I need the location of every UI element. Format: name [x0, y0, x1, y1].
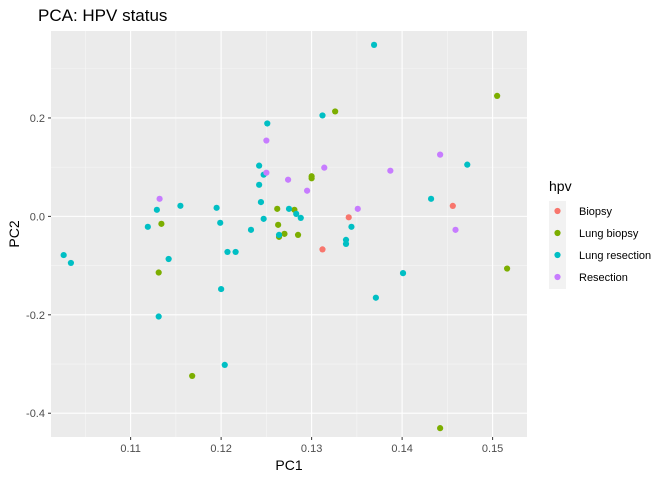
point-lung-biopsy [275, 221, 282, 228]
legend-title: hpv [549, 178, 572, 194]
point-lung-biopsy [155, 269, 162, 276]
point-lung-resection [232, 248, 239, 256]
legend-label-biopsy: Biopsy [579, 206, 613, 218]
point-lung-resection [342, 240, 350, 248]
point-lung-resection [221, 361, 228, 369]
legend-key-resection [554, 273, 561, 281]
point-lung-resection [370, 41, 378, 48]
point-lung-resection [177, 202, 184, 209]
point-lung-resection [153, 206, 160, 213]
point-resection [303, 187, 311, 194]
y-tick-label: 0.0 [30, 211, 45, 223]
legend-label-resection: Resection [579, 272, 628, 284]
point-lung-resection [285, 205, 293, 212]
point-lung-resection [144, 223, 151, 230]
point-resection [387, 167, 394, 174]
y-axis-ticks: -0.4 -0.2 0.0 0.2 [26, 113, 51, 420]
legend-key-lung-resection [554, 251, 561, 259]
point-resection [284, 176, 292, 183]
point-biopsy [345, 214, 352, 221]
legend-items: Biopsy Lung biopsy Lung resection Resection [554, 206, 651, 284]
x-tick-label: 0.15 [482, 443, 503, 455]
point-lung-resection [427, 195, 435, 202]
point-lung-resection [260, 215, 267, 222]
point-lung-biopsy [308, 175, 315, 182]
x-axis-title: PC1 [275, 457, 302, 473]
point-lung-resection [297, 214, 304, 222]
x-axis-ticks: 0.11 0.12 0.13 0.14 0.15 [120, 437, 503, 455]
legend-key-background [549, 201, 566, 289]
point-lung-biopsy [294, 231, 302, 238]
y-tick-label: 0.2 [30, 113, 45, 125]
point-resection [354, 205, 361, 212]
point-lung-resection [399, 270, 407, 277]
y-axis-title: PC2 [6, 220, 22, 247]
x-tick-label: 0.13 [301, 443, 322, 455]
point-lung-resection [348, 223, 355, 230]
point-lung-biopsy [503, 265, 511, 272]
point-biopsy [319, 246, 326, 253]
point-resection [156, 195, 163, 202]
point-lung-resection [275, 231, 283, 238]
point-lung-resection [464, 161, 471, 168]
point-lung-resection [213, 204, 220, 211]
x-tick-label: 0.11 [120, 443, 141, 455]
point-lung-biopsy [274, 205, 281, 212]
legend-label-lung-biopsy: Lung biopsy [579, 228, 639, 240]
point-lung-resection [256, 162, 263, 169]
point-lung-biopsy [332, 108, 339, 115]
point-lung-resection [165, 255, 172, 263]
x-tick-label: 0.12 [210, 443, 231, 455]
point-resection [263, 137, 270, 144]
point-biopsy [449, 202, 456, 209]
point-resection [452, 226, 459, 233]
point-lung-resection [256, 181, 263, 188]
y-tick-label: -0.4 [26, 408, 45, 420]
legend-label-lung-resection: Lung resection [579, 250, 651, 262]
point-lung-resection [257, 199, 265, 206]
legend: hpv Biopsy Lung biopsy Lung resection Resec… [549, 178, 651, 289]
plot-panel [51, 31, 527, 437]
point-lung-biopsy [189, 372, 196, 380]
point-resection [321, 164, 328, 171]
point-lung-biopsy [158, 220, 165, 227]
y-tick-label: -0.2 [26, 310, 45, 322]
point-lung-resection [60, 251, 67, 259]
point-lung-biopsy [494, 92, 501, 100]
point-lung-resection [155, 313, 162, 320]
legend-key-biopsy [554, 207, 561, 215]
point-lung-biopsy [281, 230, 288, 237]
point-lung-resection [319, 112, 326, 119]
point-lung-resection [293, 210, 300, 217]
point-lung-resection [264, 120, 271, 127]
chart-title: PCA: HPV status [38, 6, 167, 25]
x-tick-label: 0.14 [391, 443, 412, 455]
point-lung-biopsy [437, 425, 444, 432]
point-lung-resection [224, 248, 231, 256]
point-lung-resection [217, 219, 224, 226]
point-lung-resection [372, 294, 379, 301]
data-points [60, 41, 511, 432]
point-lung-resection [218, 285, 225, 293]
point-resection [263, 169, 270, 176]
point-lung-resection [247, 226, 255, 233]
legend-key-lung-biopsy [554, 229, 561, 237]
point-lung-resection [67, 259, 75, 267]
major-gridlines [51, 31, 527, 437]
point-resection [437, 151, 444, 158]
